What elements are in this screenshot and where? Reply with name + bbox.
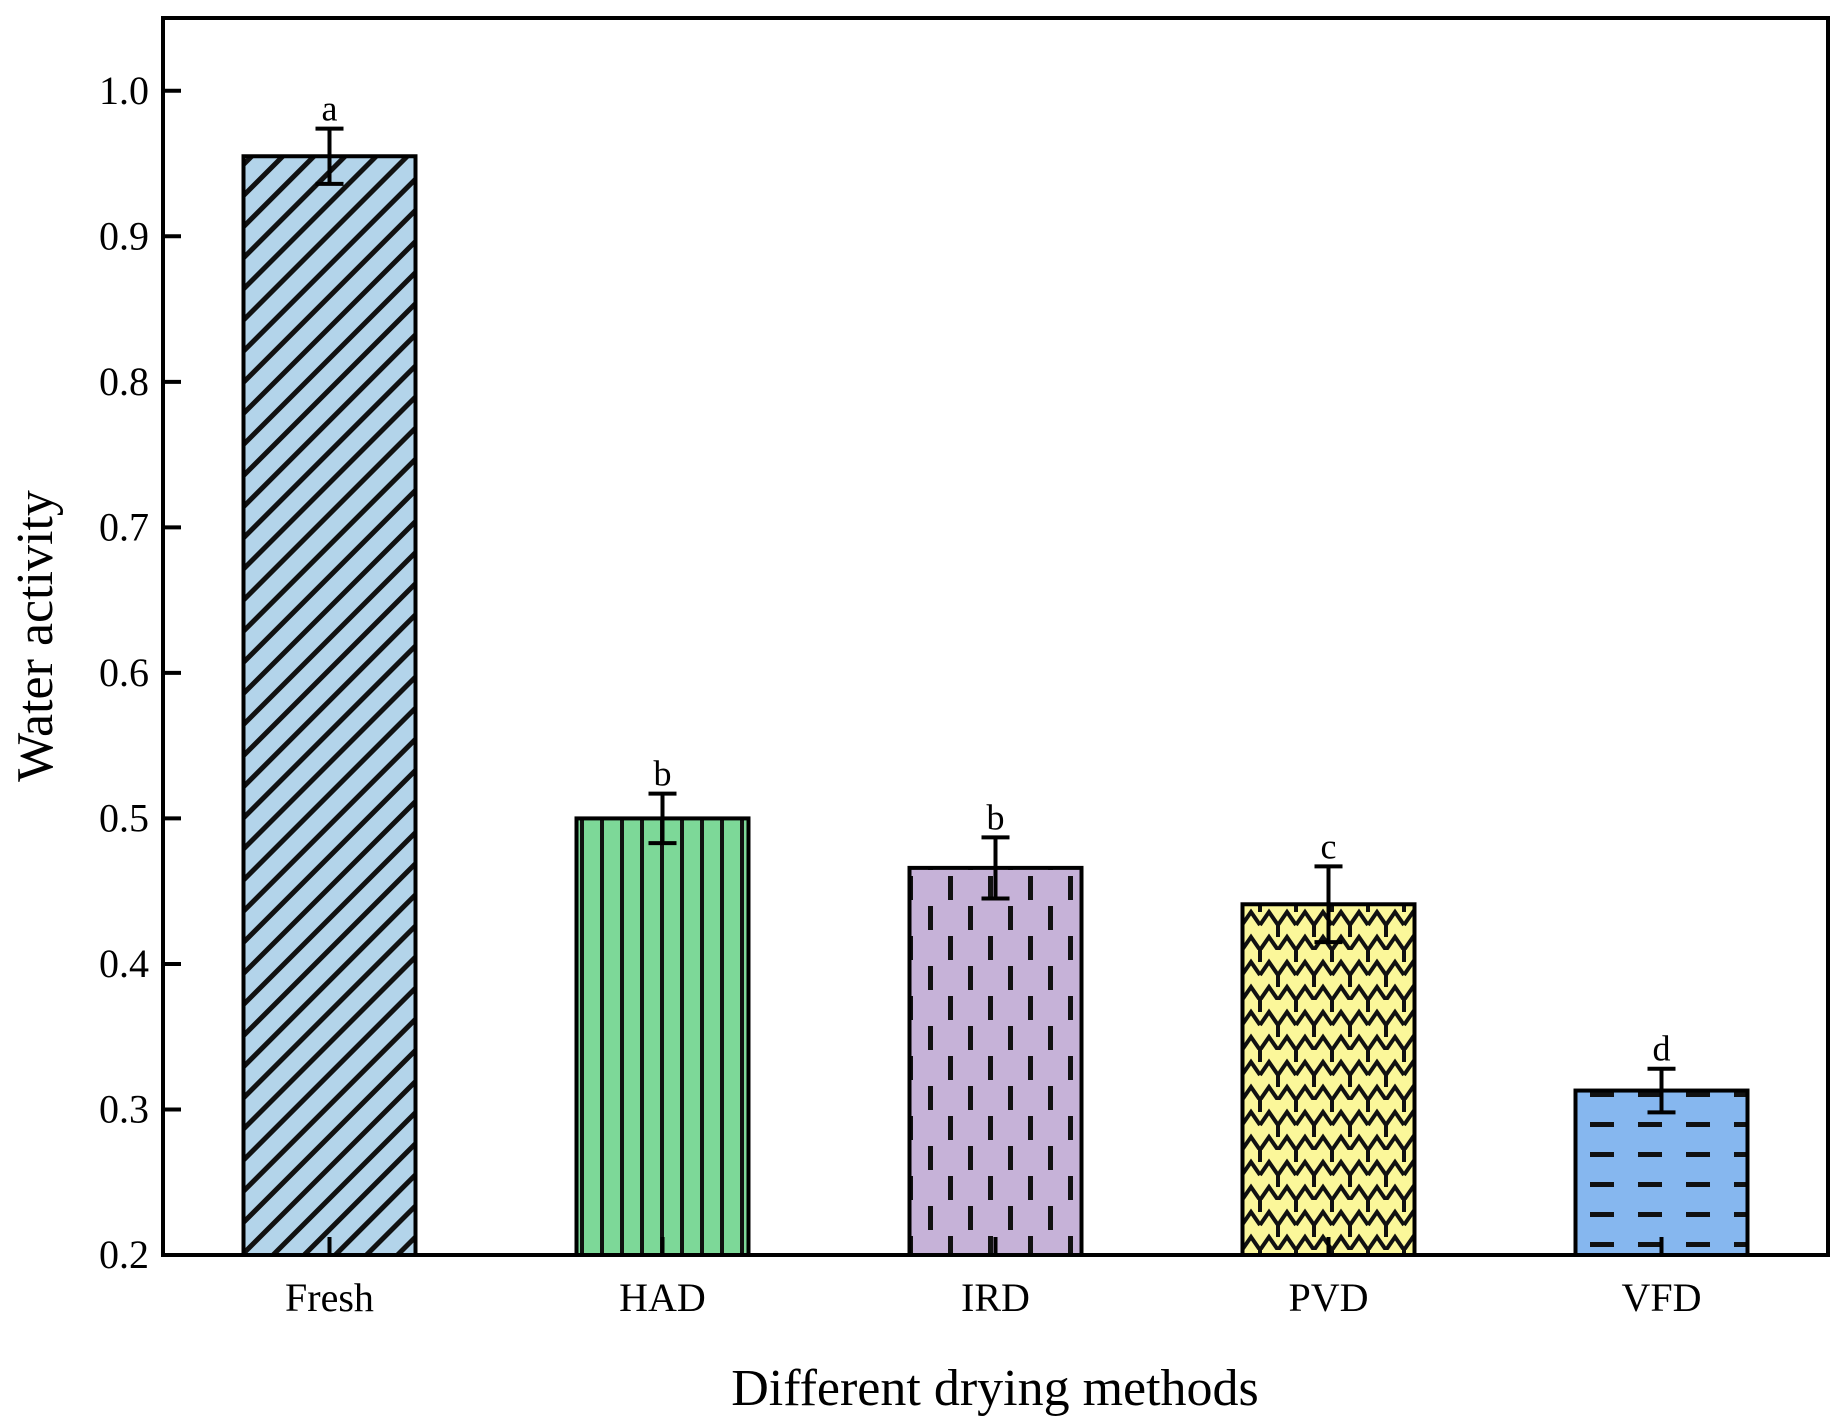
bars-layer	[241, 154, 1750, 1258]
y-tick-label: 1.0	[99, 68, 149, 113]
bar-pvd	[1240, 902, 1417, 1257]
bar-ird	[907, 865, 1084, 1258]
x-tick-label-vfd: VFD	[1621, 1275, 1701, 1320]
significance-letter-had: b	[654, 754, 672, 794]
y-tick-label: 0.8	[99, 359, 149, 404]
y-tick-label: 0.7	[99, 504, 149, 549]
error-bar-fresh	[315, 126, 344, 186]
error-bar-had	[648, 791, 677, 846]
bar-fresh	[241, 154, 418, 1258]
x-axis: Fresh HAD IRD PVD VFD	[285, 1237, 1702, 1320]
error-bar-vfd	[1647, 1066, 1676, 1115]
y-tick-label: 0.5	[99, 795, 149, 840]
error-bars-layer	[315, 126, 1676, 1115]
y-tick-label: 0.2	[99, 1232, 149, 1277]
y-tick-label: 0.3	[99, 1086, 149, 1131]
y-tick-label: 0.4	[99, 941, 149, 986]
bar-had	[574, 816, 751, 1257]
x-axis-title: Different drying methods	[731, 1360, 1259, 1417]
error-bar-ird	[981, 835, 1010, 901]
bar-vfd	[1573, 1088, 1750, 1257]
significance-letter-fresh: a	[322, 89, 338, 129]
y-tick-label: 0.6	[99, 650, 149, 695]
significance-letters-layer: a b b c d	[322, 89, 1671, 1069]
error-bar-pvd	[1314, 864, 1343, 945]
x-tick-label-ird: IRD	[961, 1275, 1030, 1320]
significance-letter-pvd: c	[1321, 826, 1337, 866]
significance-letter-ird: b	[987, 797, 1005, 837]
y-tick-label: 0.9	[99, 213, 149, 258]
x-tick-label-pvd: PVD	[1288, 1275, 1368, 1320]
significance-letter-vfd: d	[1653, 1029, 1671, 1069]
y-axis: 0.2 0.3 0.4 0.5 0.6 0.7 0.8 0.9 1.0	[99, 68, 181, 1277]
x-tick-label-fresh: Fresh	[285, 1275, 374, 1320]
x-tick-label-had: HAD	[619, 1275, 706, 1320]
y-axis-title: Water activity	[7, 490, 64, 782]
